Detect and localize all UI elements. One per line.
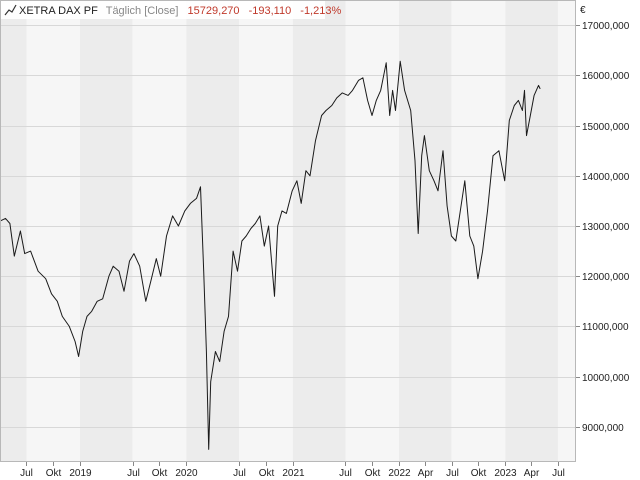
instrument-name: XETRA DAX PF bbox=[19, 5, 98, 17]
x-axis: Jul Okt 2019 Jul Okt 2020 Jul Okt 2021 Jul Okt 2022… bbox=[20, 462, 565, 479]
y-tick-label: 12000,000 bbox=[582, 272, 630, 283]
y-tick-label: 10000,000 bbox=[582, 373, 630, 384]
chart-header: XETRA DAX PF Täglich [Close] 15729,270 -… bbox=[1, 1, 341, 19]
time-band bbox=[292, 0, 346, 462]
time-bands bbox=[0, 0, 576, 462]
last-value: 15729,270 bbox=[188, 5, 240, 17]
line-chart-icon bbox=[4, 4, 17, 16]
time-band bbox=[505, 0, 558, 462]
change-value: -193,110 bbox=[249, 5, 292, 17]
x-tick-label: Okt bbox=[365, 468, 381, 479]
grid-lines bbox=[0, 25, 576, 428]
time-band bbox=[26, 0, 81, 462]
change-percent: -1,213% bbox=[300, 5, 341, 17]
x-tick-label: Jul bbox=[233, 468, 246, 479]
time-band bbox=[0, 0, 27, 462]
series-layer[interactable] bbox=[0, 60, 541, 450]
x-tick-label: Jul bbox=[446, 468, 459, 479]
x-tick-label: Okt bbox=[46, 468, 62, 479]
x-tick-label: Jul bbox=[20, 468, 33, 479]
time-band bbox=[186, 0, 240, 462]
time-band bbox=[345, 0, 400, 462]
x-tick-label: Okt bbox=[152, 468, 168, 479]
svg-text:XETRA DAX PF Täglich [: XETRA DAX PF Täglich [Close] 15729,270 -… bbox=[19, 5, 341, 17]
x-tick-label: Apr bbox=[418, 468, 434, 479]
time-band bbox=[557, 0, 576, 462]
x-tick-label: 2022 bbox=[388, 468, 411, 479]
y-tick-label: 17000,000 bbox=[582, 21, 630, 32]
y-tick-label: 11000,000 bbox=[582, 322, 629, 333]
time-band bbox=[132, 0, 187, 462]
time-band bbox=[80, 0, 133, 462]
x-tick-label: 2019 bbox=[69, 468, 92, 479]
x-tick-label: Jul bbox=[339, 468, 352, 479]
time-band bbox=[239, 0, 293, 462]
x-tick-label: Jul bbox=[127, 468, 140, 479]
x-tick-label: Jul bbox=[552, 468, 565, 479]
y-tick-label: 13000,000 bbox=[582, 222, 630, 233]
y-tick-label: 9000,000 bbox=[582, 423, 624, 434]
time-band bbox=[451, 0, 506, 462]
y-tick-label: 15000,000 bbox=[582, 122, 630, 133]
y-tick-label: 14000,000 bbox=[582, 172, 630, 183]
x-tick-label: 2020 bbox=[175, 468, 198, 479]
time-band bbox=[399, 0, 452, 462]
plot-frame bbox=[0, 0, 576, 462]
x-tick-label: Okt bbox=[259, 468, 275, 479]
y-tick-label: 16000,000 bbox=[582, 71, 630, 82]
header-background bbox=[1, 1, 325, 19]
currency-label: € bbox=[580, 5, 586, 16]
x-tick-label: Apr bbox=[524, 468, 540, 479]
y-axis: 9000,000 10000,000 11000,000 12000,000 13000… bbox=[576, 21, 630, 434]
x-tick-label: 2023 bbox=[494, 468, 517, 479]
x-tick-label: 2021 bbox=[282, 468, 305, 479]
series-line bbox=[0, 60, 541, 450]
x-tick-label: Okt bbox=[471, 468, 487, 479]
interval-label: Täglich [Close] bbox=[106, 5, 179, 17]
